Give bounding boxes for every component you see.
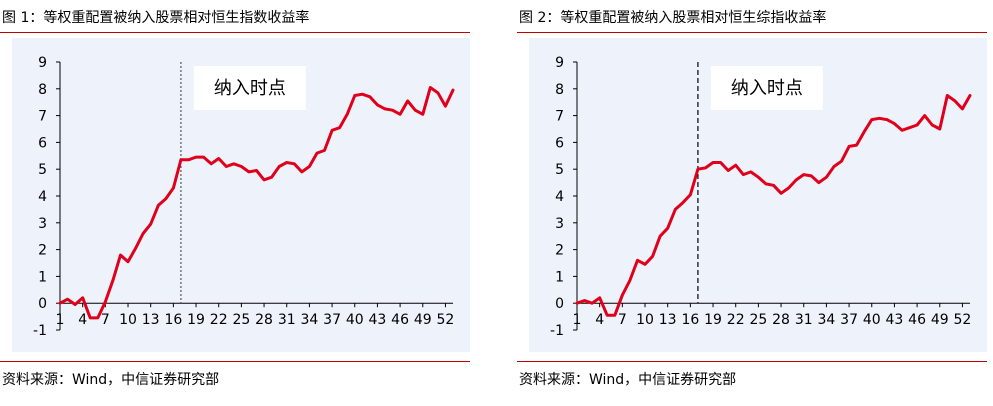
x-tick-label: 52 — [954, 312, 972, 328]
x-tick-label: 37 — [840, 312, 858, 328]
annotation-label: 纳入时点 — [214, 78, 286, 99]
x-tick-label: 49 — [414, 312, 432, 328]
x-tick-label: 13 — [142, 312, 160, 328]
y-tick-label: 2 — [38, 243, 47, 259]
x-tick-label: 34 — [300, 312, 318, 328]
annotation-box — [710, 66, 823, 110]
y-tick-label: 7 — [555, 109, 564, 125]
y-tick-label: 0 — [555, 296, 564, 312]
source-note: 资料来源：Wind，中信证券研究部 — [519, 372, 737, 388]
x-tick-label: 16 — [164, 312, 182, 328]
x-tick-label: 22 — [210, 312, 228, 328]
x-tick-label: 49 — [931, 312, 949, 328]
y-tick-label: 2 — [555, 243, 564, 259]
x-tick-label: 25 — [232, 312, 250, 328]
x-tick-label: 31 — [278, 312, 296, 328]
chart-panel-1: 图 1：等权重配置被纳入股票相对恒生指数收益率 -1 0 1 2 3 4 5 6 7 8 9 1 4 7 1… — [0, 0, 476, 406]
y-tick-label: 3 — [555, 216, 564, 232]
x-tick-label: 10 — [119, 312, 137, 328]
x-tick-label: 43 — [886, 312, 904, 328]
x-tick-label: 22 — [727, 312, 745, 328]
chart-title: 图 1：等权重配置被纳入股票相对恒生指数收益率 — [2, 10, 310, 26]
y-tick-label: 3 — [38, 216, 47, 232]
y-tick-label: 9 — [555, 55, 564, 71]
x-tick-label: 19 — [704, 312, 722, 328]
y-tick-label: 4 — [38, 189, 47, 205]
x-tick-label: 34 — [817, 312, 835, 328]
y-tick-label: 4 — [555, 189, 564, 205]
y-tick-label: -1 — [33, 323, 47, 339]
chart-title: 图 2：等权重配置被纳入股票相对恒生综指收益率 — [519, 10, 827, 26]
x-tick-label: 7 — [618, 312, 627, 328]
series-line — [58, 86, 455, 320]
y-tick-label: 8 — [555, 82, 564, 98]
x-tick-label: 37 — [323, 312, 341, 328]
y-tick-label: 5 — [38, 162, 47, 178]
title-rule — [0, 32, 470, 33]
source-rule — [517, 361, 987, 362]
x-tick-label: 52 — [437, 312, 455, 328]
source-rule — [0, 361, 470, 362]
annotation-box — [193, 66, 306, 110]
chart-panel-2: 图 2：等权重配置被纳入股票相对恒生综指收益率 -1 0 1 2 3 4 5 6 7 8 9 1 4 7 1… — [517, 0, 993, 406]
y-tick-label: 8 — [38, 82, 47, 98]
x-tick-label: 4 — [78, 312, 87, 328]
y-tick-label: 6 — [38, 135, 47, 151]
title-rule — [517, 32, 987, 33]
y-tick-label: 9 — [38, 55, 47, 71]
x-tick-label: 31 — [795, 312, 813, 328]
x-tick-label: 13 — [659, 312, 677, 328]
x-tick-label: 25 — [749, 312, 767, 328]
y-tick-label: 1 — [555, 269, 564, 285]
y-tick-label: 5 — [555, 162, 564, 178]
x-tick-label: 40 — [346, 312, 364, 328]
y-tick-label: 7 — [38, 109, 47, 125]
x-tick-label: 46 — [391, 312, 409, 328]
x-tick-label: 43 — [369, 312, 387, 328]
annotation: 纳入时点 — [193, 66, 306, 110]
y-tick-label: -1 — [550, 323, 564, 339]
x-tick-label: 7 — [101, 312, 110, 328]
y-tick-label: 0 — [38, 296, 47, 312]
x-tick-label: 1 — [573, 312, 582, 328]
source-note: 资料来源：Wind，中信证券研究部 — [2, 372, 220, 388]
y-tick-label: 6 — [555, 135, 564, 151]
x-tick-label: 40 — [863, 312, 881, 328]
x-tick-label: 4 — [595, 312, 604, 328]
x-tick-label: 10 — [636, 312, 654, 328]
x-tick-label: 16 — [681, 312, 699, 328]
x-tick-label: 19 — [187, 312, 205, 328]
x-tick-label: 28 — [255, 312, 273, 328]
y-tick-label: 1 — [38, 269, 47, 285]
x-tick-label: 46 — [908, 312, 926, 328]
annotation: 纳入时点 — [710, 66, 823, 110]
x-tick-label: 1 — [56, 312, 65, 328]
series-line — [575, 94, 972, 317]
annotation-label: 纳入时点 — [731, 78, 803, 99]
x-tick-label: 28 — [772, 312, 790, 328]
